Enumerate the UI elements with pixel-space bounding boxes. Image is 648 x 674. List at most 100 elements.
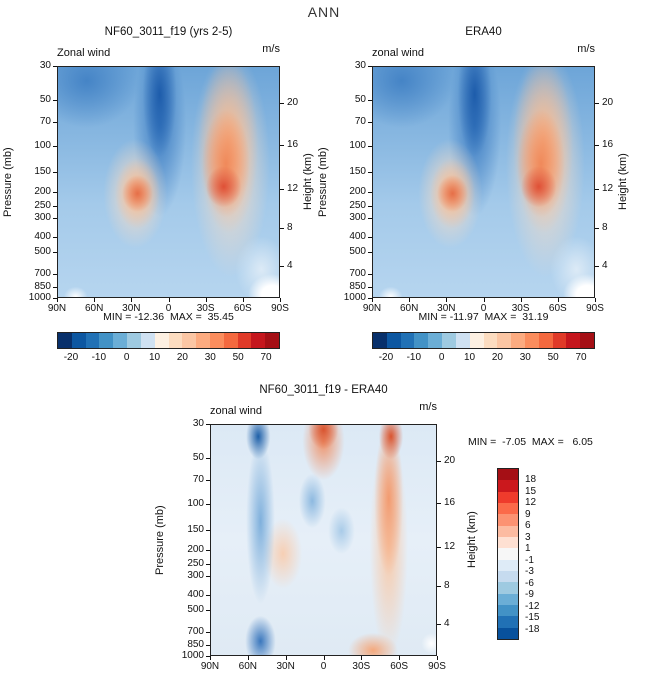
min-max-annotation: MIN = -7.05 MAX = 6.05 (468, 436, 593, 448)
colorbar-cell (182, 333, 197, 348)
latitude-tick-mark (242, 298, 244, 302)
latitude-tick-mark (247, 656, 249, 660)
pressure-tick-mark (206, 576, 210, 578)
min-max-annotation: MIN = -11.97 MAX = 31.19 (418, 311, 549, 323)
colorbar-cell (265, 333, 279, 348)
pressure-tick-mark (206, 645, 210, 647)
field-label: Zonal wind (57, 47, 111, 59)
colorbar-tick-label: 30 (204, 352, 216, 363)
latitude-tick-mark (372, 298, 373, 302)
latitude-tick-label: 0 (480, 303, 487, 314)
latitude-tick-label: 0 (165, 303, 172, 314)
panel-difference: NF60_3011_f19 - ERA40 zonal wind m/s Pre… (150, 384, 648, 674)
pressure-tick-label: 850 (187, 639, 204, 651)
pressure-tick-label: 500 (34, 246, 51, 258)
pressure-tick-mark (53, 191, 57, 193)
height-tick-label: 16 (444, 496, 456, 508)
colorbar-tick-label: 1 (525, 543, 531, 555)
pressure-tick-mark (53, 145, 57, 147)
pressure-tick-label: 500 (187, 604, 204, 616)
pressure-tick-mark (368, 66, 372, 67)
height-tick-mark (437, 546, 441, 548)
panel-title: ERA40 (465, 26, 502, 38)
panel-model: NF60_3011_f19 (yrs 2-5) Zonal wind m/s P… (0, 26, 315, 378)
height-tick-mark (280, 188, 284, 190)
colorbar-cell (580, 333, 594, 348)
height-tick-mark (280, 144, 284, 146)
latitude-tick-label: 90S (586, 303, 604, 314)
latitude-tick-label: 60S (548, 303, 567, 314)
colorbar-difference (497, 468, 519, 640)
height-tick-label: 8 (602, 222, 608, 234)
height-tick-label: 12 (444, 540, 456, 552)
colorbar-cell (498, 593, 518, 605)
colorbar-tick-label: -18 (525, 623, 540, 635)
latitude-tick-label: 60S (233, 303, 252, 314)
latitude-tick-mark (361, 656, 363, 660)
pressure-tick-label: 250 (187, 558, 204, 570)
latitude-tick-mark (94, 298, 96, 302)
colorbar-cell (223, 333, 238, 348)
pressure-tick-mark (53, 66, 57, 67)
colorbar-tick-label: 10 (149, 352, 161, 363)
latitude-tick-label: 90N (200, 661, 220, 672)
height-tick-mark (595, 144, 599, 146)
height-tick-mark (280, 265, 284, 267)
colorbar-cell (85, 333, 100, 348)
latitude-tick-mark (446, 298, 448, 302)
latitude-tick-label: 90N (47, 303, 67, 314)
pressure-tick-label: 50 (192, 451, 204, 463)
pressure-tick-mark (53, 287, 57, 289)
pressure-tick-mark (206, 503, 210, 505)
latitude-tick-mark (210, 656, 211, 660)
colorbar-tick-label: 70 (575, 352, 587, 363)
latitude-tick-mark (437, 656, 438, 660)
pressure-tick-mark (53, 218, 57, 220)
colorbar-cell (552, 333, 567, 348)
colorbar-cell (511, 333, 525, 348)
pressure-tick-mark (368, 237, 372, 239)
height-tick-label: 20 (287, 97, 299, 109)
panel-title: NF60_3011_f19 (yrs 2-5) (104, 26, 233, 38)
pressure-tick-label: 300 (349, 212, 366, 224)
colorbar-cell (524, 333, 539, 348)
height-tick-mark (437, 502, 441, 504)
colorbar-tick-label: 0 (438, 352, 445, 363)
pressure-tick-label: 850 (34, 281, 51, 293)
latitude-tick-label: 30S (196, 303, 215, 314)
latitude-tick-label: 60N (238, 661, 257, 672)
pressure-tick-label: 150 (187, 524, 204, 536)
latitude-tick-mark (323, 656, 325, 660)
colorbar-cell (386, 333, 401, 348)
colorbar-cell (455, 333, 470, 348)
colorbar-cell (566, 333, 581, 348)
panel-era40: ERA40 zonal wind m/s Pressure (mb) Heigh… (315, 26, 648, 378)
pressure-tick-mark (206, 424, 210, 425)
contour-plot-model (57, 66, 280, 298)
colorbar-tick-label: 3 (525, 531, 531, 543)
pressure-tick-mark (206, 480, 210, 482)
latitude-tick-label: 30N (122, 303, 141, 314)
colorbar-tick-label: 9 (525, 508, 531, 520)
pressure-tick-label: 70 (192, 474, 204, 486)
pressure-tick-mark (53, 206, 57, 208)
height-axis-label: Height (km) (617, 153, 629, 211)
pressure-tick-label: 850 (349, 281, 366, 293)
latitude-tick-mark (557, 298, 559, 302)
colorbar-tick-label: -12 (525, 600, 540, 612)
pressure-tick-mark (53, 122, 57, 124)
pressure-tick-mark (368, 206, 372, 208)
latitude-tick-label: 90S (428, 661, 446, 672)
colorbar-cell (498, 627, 518, 639)
pressure-tick-label: 250 (34, 200, 51, 212)
pressure-tick-mark (368, 274, 372, 276)
pressure-tick-mark (206, 564, 210, 566)
colorbar-tick-label: -10 (91, 352, 107, 363)
latitude-tick-label: 60S (390, 661, 409, 672)
colorbar-cell (498, 616, 518, 628)
colorbar-tick-label: 10 (464, 352, 476, 363)
pressure-tick-label: 700 (187, 626, 204, 638)
latitude-tick-mark (520, 298, 522, 302)
height-tick-mark (437, 461, 441, 463)
latitude-tick-label: 60N (84, 303, 104, 314)
